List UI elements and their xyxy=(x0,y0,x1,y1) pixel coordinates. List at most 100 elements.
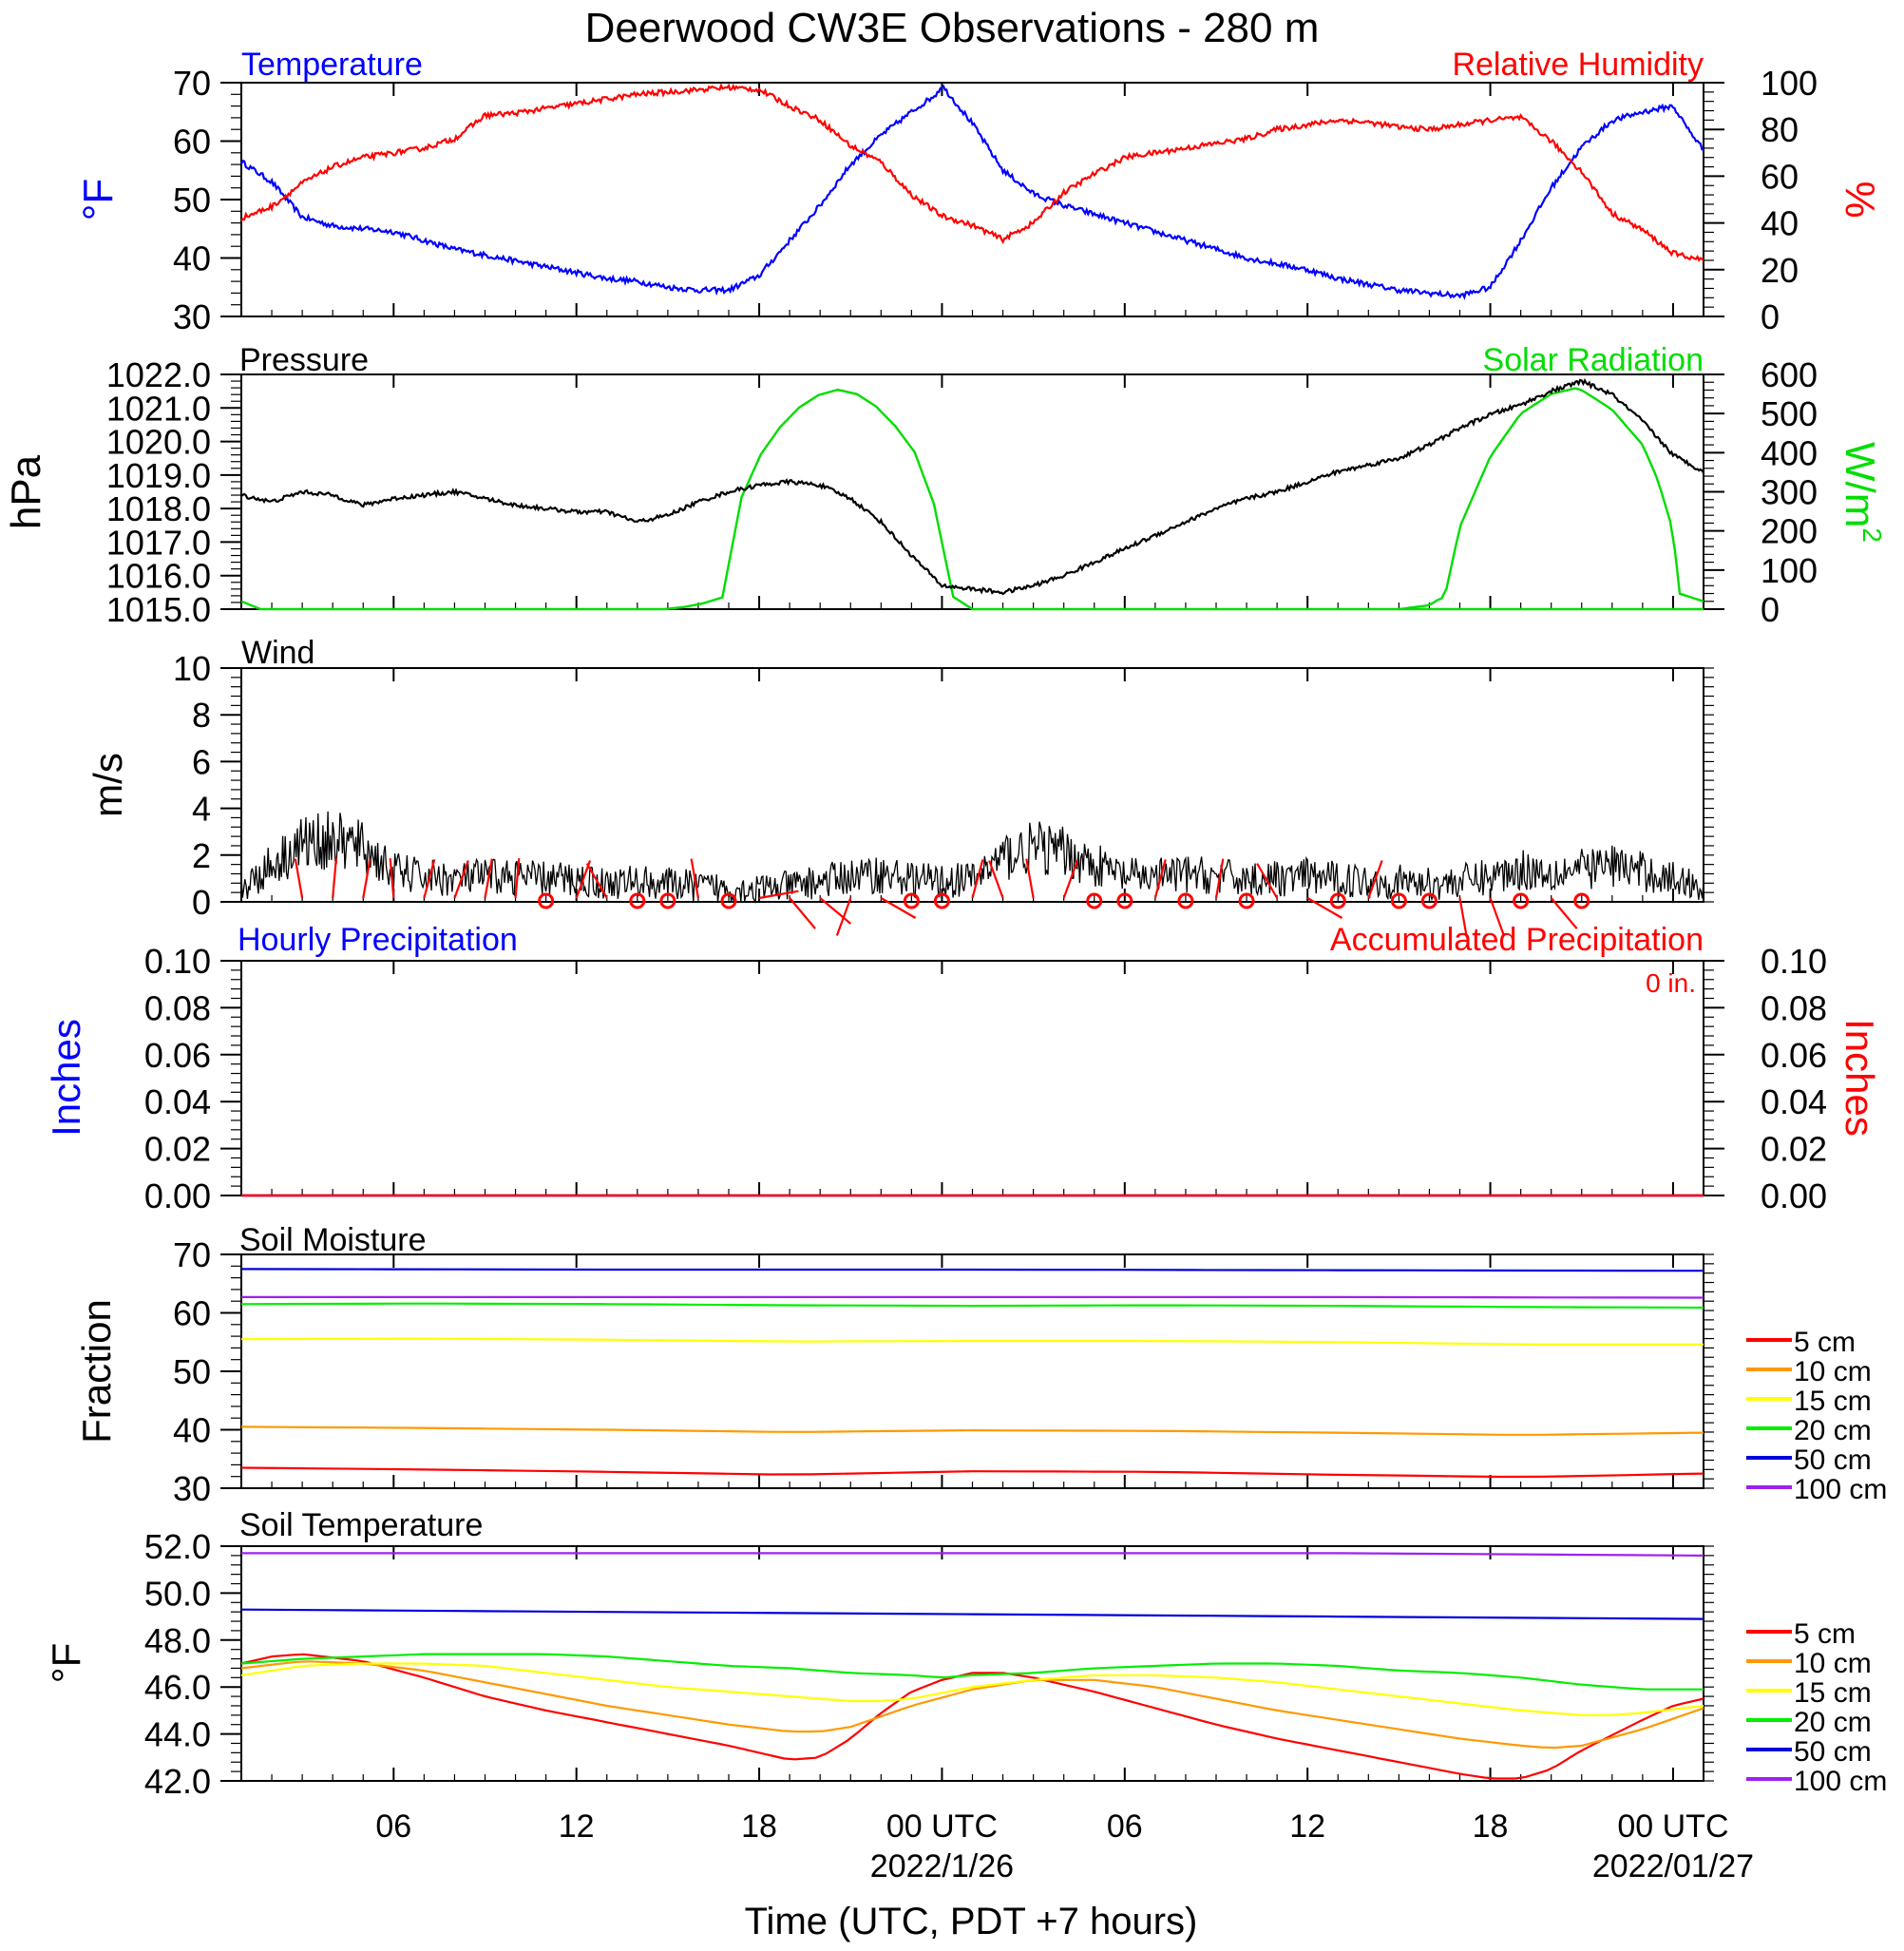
soil-moisture-frame xyxy=(240,1253,1704,1489)
solar-units: W/m2 xyxy=(1837,442,1887,543)
pressure-axis-tick-label: 1017.0 xyxy=(106,523,211,562)
temperature-units: °F xyxy=(75,179,122,220)
pressure-units: hPa xyxy=(3,454,49,529)
wind-barb xyxy=(1153,859,1167,899)
soil-temperature-frame xyxy=(240,1545,1704,1782)
soil-temperature-depth-50-line xyxy=(240,1608,1704,1620)
wind-barb xyxy=(1458,897,1468,938)
wind-title: Wind xyxy=(241,635,314,671)
soil-moisture-axis-tick-label: 50 xyxy=(173,1352,211,1391)
solar-units-base: W/m xyxy=(1837,442,1883,527)
soil-moisture-depth-20-line xyxy=(240,1302,1704,1310)
wind-barb-calm xyxy=(1390,892,1407,909)
x-tick-date: 2022/01/27 xyxy=(1592,1848,1754,1884)
solar-axis-tick-label: 400 xyxy=(1761,433,1818,472)
hourly-precip-units: Inches xyxy=(44,1019,88,1137)
wind-barb-calm xyxy=(720,892,737,909)
wind-axis-tick-label: 4 xyxy=(192,790,211,829)
wind-barb xyxy=(690,858,700,899)
soil-moisture-units: Fraction xyxy=(74,1299,119,1444)
legend-label: 100 cm xyxy=(1794,1474,1887,1505)
wind-barb-calm xyxy=(1086,892,1103,909)
precip-frame xyxy=(240,960,1704,1196)
pressure-axis-tick-label: 1022.0 xyxy=(106,355,211,394)
hourly-precip-axis-tick-label: 0.00 xyxy=(144,1176,211,1215)
soil-temperature-depth-5-line xyxy=(240,1653,1704,1780)
wind-barb xyxy=(1489,897,1505,936)
figure-title: Deerwood CW3E Observations - 280 m xyxy=(585,5,1320,51)
wind-axis-tick-label: 8 xyxy=(192,696,211,735)
wind-axis-tick-label: 0 xyxy=(192,883,211,922)
soil-temperature-units: °F xyxy=(44,1643,88,1683)
soil-temperature-depth-10-line xyxy=(240,1660,1704,1750)
wind-barb-calm xyxy=(933,892,950,909)
x-tick-label: 18 xyxy=(741,1808,777,1845)
wind-panel: 0 2 4 6 8 10 Wind m/s xyxy=(86,635,1714,938)
pressure-axis-tick-label: 1020.0 xyxy=(106,423,211,462)
hourly-precip-title: Hourly Precipitation xyxy=(238,922,518,958)
accum-precip-axis-tick-label: 0.00 xyxy=(1761,1176,1827,1215)
wind-units: m/s xyxy=(86,753,130,817)
wind-barb xyxy=(484,858,493,899)
humidity-line xyxy=(240,83,1704,262)
pressure-title: Pressure xyxy=(239,342,369,378)
soil-temperature-axis-tick-label: 52.0 xyxy=(144,1527,211,1566)
wind-barb-calm xyxy=(1177,892,1194,909)
soil-temperature-axis-tick-label: 50.0 xyxy=(144,1574,211,1613)
accum-precip-axis-tick-label: 0.02 xyxy=(1761,1130,1827,1169)
soil-temperature-depth-100-line xyxy=(241,1552,1704,1557)
humidity-title: Relative Humidity xyxy=(1452,47,1704,83)
wind-barb-calm xyxy=(659,892,676,909)
legend-label: 50 cm xyxy=(1794,1736,1872,1768)
wind-barb xyxy=(880,897,917,919)
temp-axis-tick-label: 60 xyxy=(173,123,211,162)
x-axis-label: Time (UTC, PDT +7 hours) xyxy=(745,1901,1198,1942)
temperature-title: Temperature xyxy=(241,47,423,83)
hourly-precip-axis-tick-label: 0.02 xyxy=(144,1130,211,1169)
pressure-axis-tick-label: 1016.0 xyxy=(106,557,211,596)
solar-radiation-line-day2 xyxy=(1399,387,1704,611)
temp-axis-tick-label: 30 xyxy=(173,297,211,336)
accum-precip-axis-tick-label: 0.04 xyxy=(1761,1082,1827,1121)
x-tick-date: 2022/1/26 xyxy=(870,1848,1014,1884)
wind-barb xyxy=(819,897,852,925)
wind-speed-line xyxy=(240,811,1704,905)
rh-axis-tick-label: 40 xyxy=(1761,204,1799,243)
soil-moisture-axis-tick-label: 40 xyxy=(173,1411,211,1450)
soil-temperature-axis-tick-label: 46.0 xyxy=(144,1668,211,1707)
wind-barb xyxy=(1306,897,1343,919)
solar-axis-tick-label: 600 xyxy=(1761,355,1818,394)
hourly-precip-axis-tick-label: 0.10 xyxy=(144,942,211,981)
precip-panel: 0.00 0.02 0.04 0.06 0.08 0.10 0.00 0.02 0.04 0.06… xyxy=(44,922,1882,1215)
soil-temperature-axis-tick-label: 48.0 xyxy=(144,1621,211,1660)
soil-moisture-depth-5-line xyxy=(240,1466,1704,1479)
pressure-axis-tick-label: 1015.0 xyxy=(106,590,211,629)
accum-precip-title: Accumulated Precipitation xyxy=(1330,922,1704,958)
legend-label: 20 cm xyxy=(1794,1707,1872,1738)
hourly-precip-axis-tick-label: 0.08 xyxy=(144,988,211,1027)
legend-label: 5 cm xyxy=(1794,1618,1856,1650)
rh-axis-tick-label: 0 xyxy=(1761,297,1780,336)
hourly-precip-axis-tick-label: 0.06 xyxy=(144,1036,211,1075)
solar-units-sup: 2 xyxy=(1857,527,1887,543)
wind-barb xyxy=(514,858,521,899)
pressure-line xyxy=(240,378,1704,596)
wind-barb xyxy=(389,858,395,899)
x-tick-label: 06 xyxy=(375,1808,411,1845)
legend-label: 15 cm xyxy=(1794,1677,1872,1709)
solar-axis-tick-label: 500 xyxy=(1761,394,1818,433)
wind-barb-calm xyxy=(903,892,920,909)
soil-temperature-title: Soil Temperature xyxy=(239,1507,483,1543)
solar-radiation-line xyxy=(240,388,1704,611)
x-tick-label: 06 xyxy=(1107,1808,1143,1845)
temperature-line xyxy=(240,84,1704,300)
soil-moisture-axis-tick-label: 70 xyxy=(173,1235,211,1274)
wind-axis-tick-label: 10 xyxy=(173,649,211,688)
legend-label: 10 cm xyxy=(1794,1648,1872,1679)
wind-barb-calm xyxy=(1573,892,1590,909)
soil-temperature-depth-15-line xyxy=(240,1662,1704,1716)
pressure-axis-tick-label: 1021.0 xyxy=(106,389,211,428)
soil-moisture-depth-50-line xyxy=(240,1268,1704,1272)
